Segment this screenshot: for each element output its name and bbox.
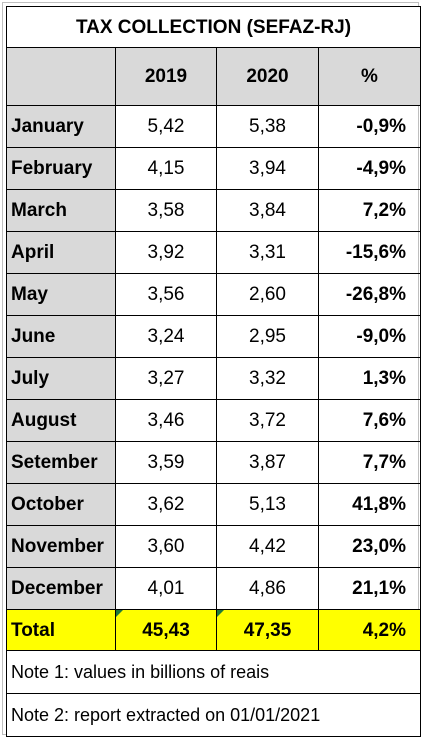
percent-change-cell[interactable]: 41,8% <box>317 483 422 526</box>
value-2020-cell[interactable]: 3,84 <box>216 189 319 232</box>
month-cell[interactable]: June <box>6 315 116 358</box>
value-2019-cell[interactable]: 3,56 <box>115 273 217 316</box>
value-2020-cell[interactable]: 3,72 <box>216 399 319 442</box>
title-row: TAX COLLECTION (SEFAZ-RJ) <box>5 6 422 48</box>
header-percent[interactable]: % <box>317 47 422 106</box>
table-row: December 4,01 4,86 21,1% <box>6 567 422 610</box>
table-row: July 3,27 3,32 1,3% <box>6 357 422 400</box>
percent-change-cell[interactable]: -15,6% <box>317 231 422 274</box>
month-cell[interactable]: December <box>6 567 116 610</box>
table-row: August 3,46 3,72 7,6% <box>6 399 422 442</box>
header-row: 2019 2020 % <box>6 47 422 106</box>
formula-indicator-icon <box>217 610 224 617</box>
note-row: Note 1: values in billions of reais <box>5 650 422 694</box>
percent-change-cell[interactable]: 21,1% <box>317 567 422 610</box>
table-row: April 3,92 3,31 -15,6% <box>6 231 422 274</box>
total-label-cell-text: Total <box>11 619 55 641</box>
table-row: March 3,58 3,84 7,2% <box>6 189 422 232</box>
value-2019-cell[interactable]: 3,46 <box>115 399 217 442</box>
value-2019-cell[interactable]: 3,92 <box>115 231 217 274</box>
month-cell[interactable]: October <box>6 483 116 526</box>
month-cell[interactable]: May <box>6 273 116 316</box>
value-2020-cell[interactable]: 3,94 <box>216 147 319 190</box>
table-row: May 3,56 2,60 -26,8% <box>6 273 422 316</box>
percent-change-cell[interactable]: 7,6% <box>317 399 422 442</box>
value-2020-cell[interactable]: 2,95 <box>216 315 319 358</box>
value-2020-cell[interactable]: 5,38 <box>216 105 319 148</box>
value-2020-cell[interactable]: 2,60 <box>216 273 319 316</box>
note-row: Note 2: report extracted on 01/01/2021 <box>5 693 422 737</box>
total-row: Total 45,43 47,35 4,2% <box>6 609 422 651</box>
total-2019-cell-text: 45,43 <box>142 619 190 641</box>
value-2019-cell[interactable]: 5,42 <box>115 105 217 148</box>
month-cell[interactable]: August <box>6 399 116 442</box>
header-2019[interactable]: 2019 <box>115 47 217 106</box>
value-2020-cell[interactable]: 3,32 <box>216 357 319 400</box>
value-2020-cell[interactable]: 4,86 <box>216 567 319 610</box>
table-row: October 3,62 5,13 41,8% <box>6 483 422 526</box>
percent-change-cell[interactable]: -0,9% <box>317 105 422 148</box>
month-cell[interactable]: April <box>6 231 116 274</box>
percent-change-cell[interactable]: 7,2% <box>317 189 422 232</box>
table-row: February 4,15 3,94 -4,9% <box>6 147 422 190</box>
header-blank-cell[interactable] <box>6 47 116 106</box>
total-label-cell[interactable]: Total <box>6 609 116 651</box>
value-2019-cell[interactable]: 3,60 <box>115 525 217 568</box>
month-cell[interactable]: July <box>6 357 116 400</box>
month-cell[interactable]: February <box>6 147 116 190</box>
percent-change-cell[interactable]: -4,9% <box>317 147 422 190</box>
table-row: Setember 3,59 3,87 7,7% <box>6 441 422 484</box>
formula-indicator-icon <box>116 610 123 617</box>
month-cell[interactable]: March <box>6 189 116 232</box>
tax-collection-table: TAX COLLECTION (SEFAZ-RJ) 2019 2020 % Ja… <box>5 6 422 737</box>
header-2020[interactable]: 2020 <box>216 47 319 106</box>
total-2020-cell[interactable]: 47,35 <box>216 609 319 651</box>
value-2020-cell[interactable]: 3,87 <box>216 441 319 484</box>
total-percent-cell-text: 4,2% <box>362 619 407 641</box>
percent-change-cell[interactable]: 7,7% <box>317 441 422 484</box>
percent-change-cell[interactable]: 23,0% <box>317 525 422 568</box>
value-2020-cell[interactable]: 3,31 <box>216 231 319 274</box>
percent-change-cell[interactable]: 1,3% <box>317 357 422 400</box>
month-cell[interactable]: November <box>6 525 116 568</box>
month-cell[interactable]: Setember <box>6 441 116 484</box>
value-2020-cell[interactable]: 5,13 <box>216 483 319 526</box>
value-2020-cell[interactable]: 4,42 <box>216 525 319 568</box>
note-cell[interactable]: Note 1: values in billions of reais <box>5 650 422 694</box>
value-2019-cell[interactable]: 3,59 <box>115 441 217 484</box>
percent-change-cell[interactable]: -26,8% <box>317 273 422 316</box>
table-row: January 5,42 5,38 -0,9% <box>6 105 422 148</box>
month-cell[interactable]: January <box>6 105 116 148</box>
note-cell[interactable]: Note 2: report extracted on 01/01/2021 <box>5 693 422 737</box>
table-row: June 3,24 2,95 -9,0% <box>6 315 422 358</box>
value-2019-cell[interactable]: 3,24 <box>115 315 217 358</box>
total-2020-cell-text: 47,35 <box>243 619 292 641</box>
total-2019-cell[interactable]: 45,43 <box>115 609 217 651</box>
value-2019-cell[interactable]: 3,58 <box>115 189 217 232</box>
table-row: November 3,60 4,42 23,0% <box>6 525 422 568</box>
total-percent-cell[interactable]: 4,2% <box>317 609 422 651</box>
table-title[interactable]: TAX COLLECTION (SEFAZ-RJ) <box>5 6 422 48</box>
value-2019-cell[interactable]: 3,27 <box>115 357 217 400</box>
value-2019-cell[interactable]: 4,01 <box>115 567 217 610</box>
percent-change-cell[interactable]: -9,0% <box>317 315 422 358</box>
value-2019-cell[interactable]: 3,62 <box>115 483 217 526</box>
value-2019-cell[interactable]: 4,15 <box>115 147 217 190</box>
